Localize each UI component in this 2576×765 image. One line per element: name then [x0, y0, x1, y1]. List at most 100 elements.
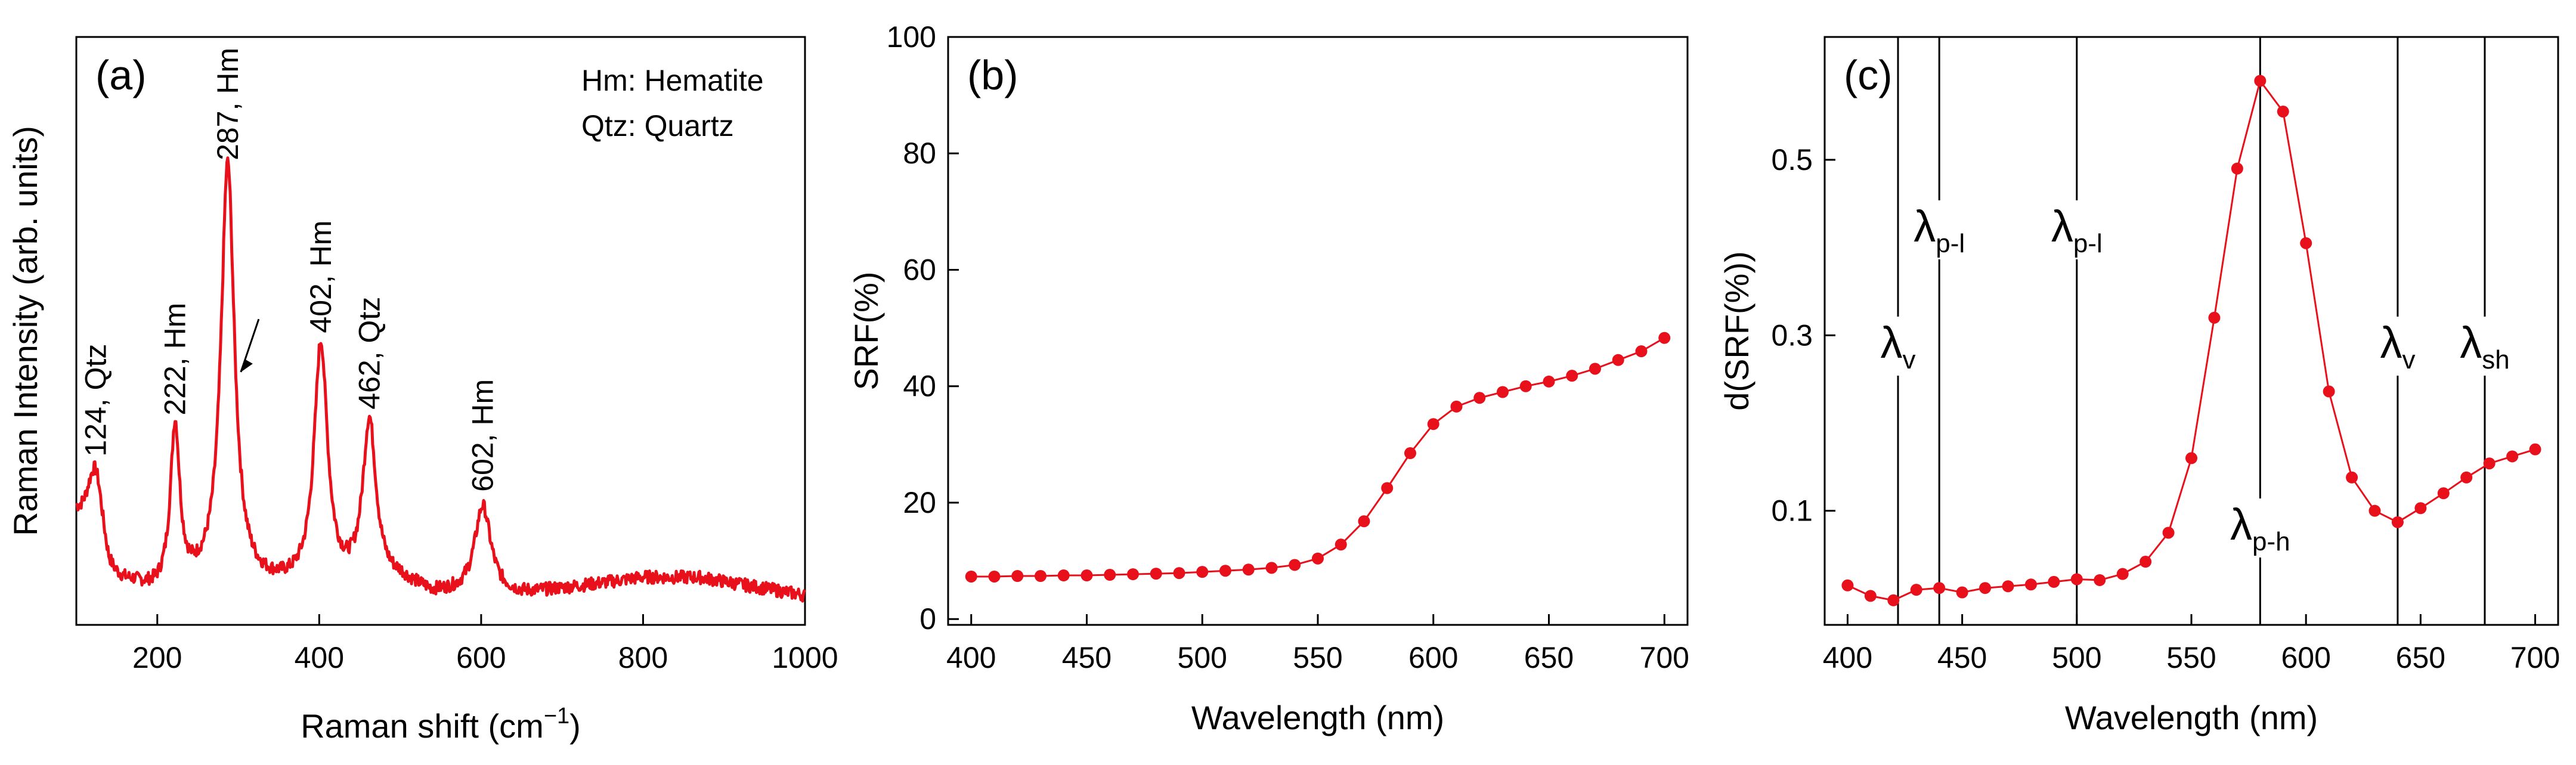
x-tick-label: 650 — [2396, 641, 2445, 674]
y-axis-label: d(SRF(%)) — [1718, 251, 1755, 411]
data-point — [1265, 562, 1278, 574]
peak-label: 124, Qtz — [79, 344, 113, 457]
y-tick-label: 60 — [903, 253, 936, 286]
panel-label: (a) — [95, 52, 147, 98]
data-point — [2483, 457, 2496, 470]
data-point — [1589, 363, 1601, 375]
data-point — [1080, 569, 1093, 582]
panel-label: (c) — [1844, 52, 1893, 98]
data-point — [1289, 559, 1301, 571]
data-point — [965, 570, 977, 583]
data-point — [1104, 569, 1116, 581]
y-tick-label: 0 — [919, 602, 936, 636]
data-point — [2437, 487, 2450, 500]
data-point — [1933, 582, 1946, 594]
data-point — [1473, 392, 1486, 404]
data-point — [1173, 567, 1185, 580]
lambda-marker-label: λsh — [2460, 318, 2509, 374]
y-tick-label: 0.3 — [1771, 318, 1813, 352]
panel-label: (b) — [967, 52, 1018, 98]
data-point — [2506, 450, 2519, 463]
data-point — [1887, 594, 1900, 606]
y-axis-label: Raman Intensity (arb. units) — [7, 126, 44, 536]
data-point — [2414, 502, 2427, 515]
marker-label-bg — [2048, 200, 2105, 259]
y-tick-label: 100 — [887, 20, 936, 54]
x-tick-label: 400 — [1823, 641, 1872, 674]
y-tick-label: 0.5 — [1771, 143, 1813, 176]
data-point — [2208, 311, 2221, 324]
data-point — [2529, 443, 2541, 456]
x-tick-label: 600 — [1408, 641, 1458, 674]
raman-spectrum-line — [75, 156, 806, 603]
x-axis-label: Wavelength (nm) — [2065, 699, 2318, 736]
x-tick-label: 800 — [618, 641, 668, 674]
data-point — [1427, 418, 1439, 430]
x-tick-label: 600 — [456, 641, 506, 674]
x-tick-label: 450 — [1062, 641, 1111, 674]
data-point — [1312, 552, 1324, 565]
x-tick-label: 500 — [2052, 641, 2101, 674]
data-point — [2048, 575, 2060, 588]
data-point — [1381, 482, 1394, 494]
y-tick-label: 20 — [903, 486, 936, 519]
data-point — [2162, 526, 2175, 539]
data-point — [1543, 375, 1555, 388]
plot-frame — [1823, 36, 2559, 626]
data-point — [2094, 574, 2106, 586]
peak-label: 287, Hm — [211, 48, 244, 160]
data-point — [1956, 586, 1968, 599]
x-tick-label: 1000 — [772, 641, 838, 674]
peak-label: 222, Hm — [159, 303, 192, 416]
data-point — [1497, 386, 1509, 398]
data-point — [1242, 563, 1255, 576]
data-point — [2300, 237, 2312, 249]
lambda-marker-label: λv — [2380, 318, 2415, 374]
data-point — [988, 570, 1001, 583]
x-tick-label: 550 — [1293, 641, 1342, 674]
x-axis-label: Raman shift (cm−1) — [301, 704, 581, 745]
data-point — [1035, 569, 1046, 582]
data-point — [1335, 538, 1347, 551]
data-point — [1519, 380, 1532, 392]
data-point — [2185, 452, 2197, 464]
data-point — [2460, 471, 2473, 484]
x-tick-label: 450 — [1937, 641, 1987, 674]
data-point — [1219, 565, 1231, 577]
x-tick-label: 500 — [1178, 641, 1227, 674]
x-tick-label: 700 — [1640, 641, 1689, 674]
data-point — [2346, 471, 2358, 484]
y-tick-label: 80 — [903, 137, 936, 170]
data-point — [2024, 578, 2037, 591]
marker-label-bg — [1911, 200, 1968, 259]
data-point — [1658, 332, 1671, 344]
data-point — [1612, 354, 1624, 366]
y-tick-label: 40 — [903, 370, 936, 403]
lambda-marker-label: λp-l — [1914, 202, 1965, 258]
data-point — [1404, 447, 1416, 460]
data-point — [2368, 504, 2381, 517]
data-point — [2070, 573, 2083, 586]
y-tick-label: 0.1 — [1771, 494, 1813, 528]
x-tick-label: 200 — [132, 641, 182, 674]
y-axis-label: SRF(%) — [847, 271, 885, 390]
plot-frame — [75, 36, 806, 626]
marker-label-bg — [1878, 317, 1918, 376]
data-point — [1450, 400, 1463, 413]
peak-label: 402, Hm — [304, 221, 338, 333]
x-tick-label: 550 — [2166, 641, 2216, 674]
data-point — [2002, 580, 2014, 593]
data-line — [971, 337, 1665, 578]
data-point — [2116, 568, 2129, 580]
peak-label: 462, Qtz — [353, 297, 386, 410]
marker-label-bg — [2457, 317, 2512, 376]
data-point — [1566, 370, 1578, 382]
data-point — [1635, 345, 1648, 358]
x-tick-label: 400 — [295, 641, 344, 674]
peak-label: 602, Hm — [466, 379, 500, 492]
plot-frame — [947, 36, 1689, 626]
legend-text: Qtz: Quartz — [581, 109, 734, 143]
legend-text: Hm: Hematite — [581, 64, 764, 97]
lambda-marker-label: λp-h — [2230, 500, 2290, 556]
